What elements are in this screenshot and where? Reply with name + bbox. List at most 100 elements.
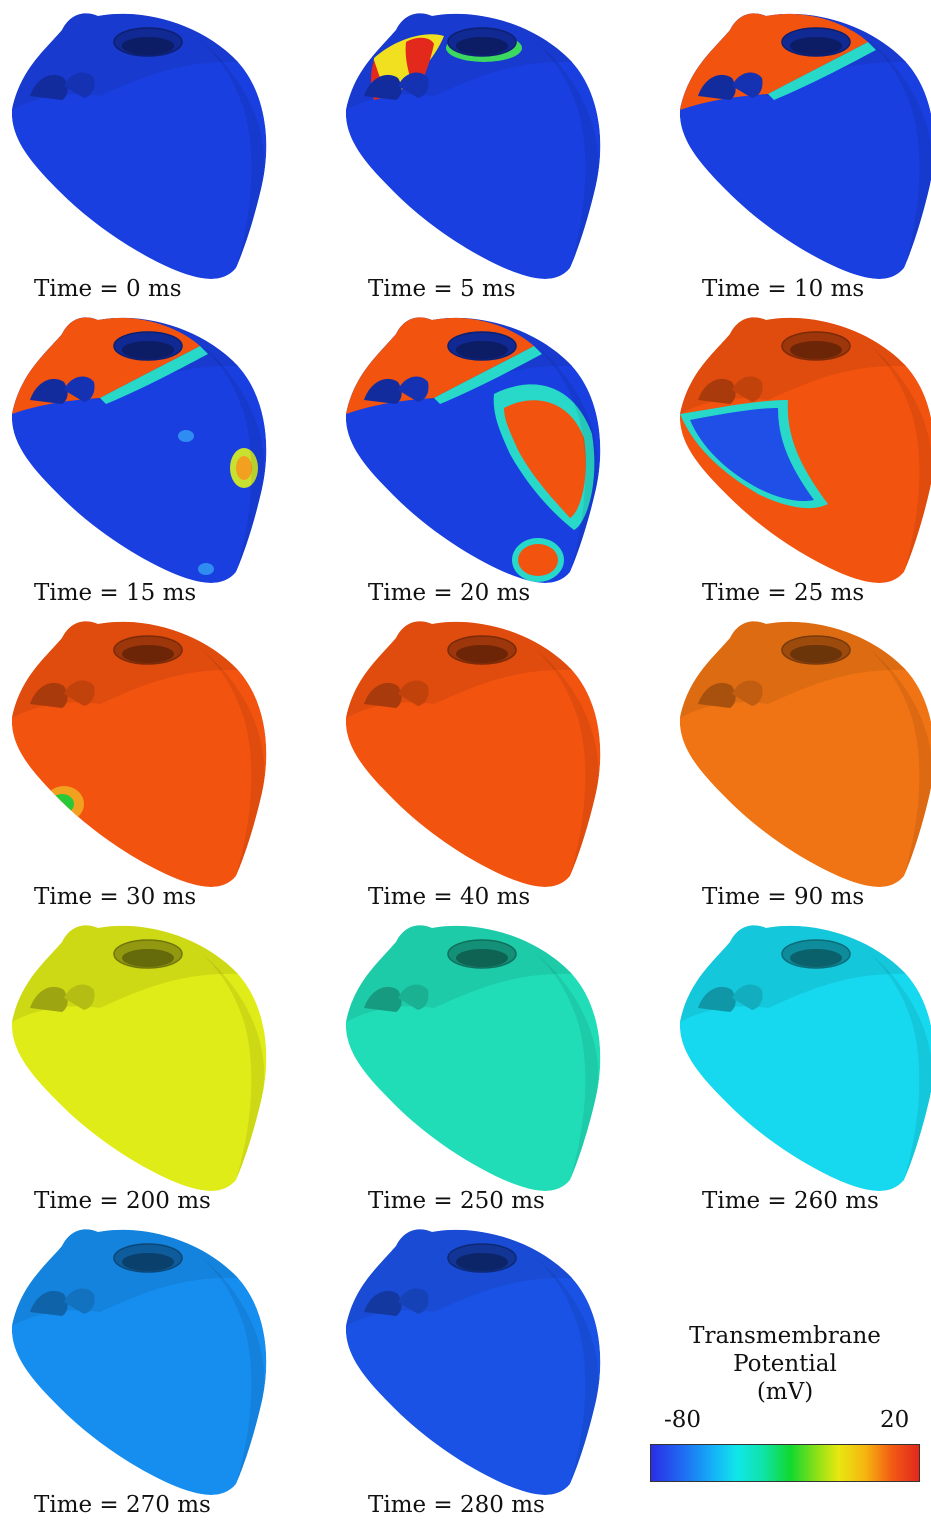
- wavefront-edge: [100, 346, 208, 404]
- colorbar-legend: Transmembrane Potential (mV) -80 20: [640, 1325, 930, 1495]
- wavefront-edge: [768, 42, 876, 100]
- time-caption: Time = 15 ms: [34, 580, 197, 606]
- colorbar-max-label: 20: [880, 1407, 910, 1433]
- shading: [534, 952, 599, 1180]
- center-vessel-stump: [64, 984, 95, 1010]
- time-caption: Time = 280 ms: [368, 1492, 545, 1518]
- left-vessel-stump: [30, 682, 68, 708]
- aortic-lumen: [790, 341, 842, 359]
- aortic-lumen: [456, 645, 508, 663]
- colorbar-title-line2: Potential: [733, 1351, 837, 1377]
- left-vessel-stump: [30, 378, 68, 404]
- center-vessel-stump: [64, 72, 95, 98]
- left-vessel-stump: [364, 986, 402, 1012]
- shading: [868, 952, 931, 1180]
- heart-panel-9: Time = 200 ms: [0, 912, 310, 1214]
- shading: [534, 40, 599, 268]
- left-vessel-stump: [364, 74, 402, 100]
- aortic-lumen: [122, 949, 174, 967]
- heart-panel-3: Time = 15 ms: [0, 304, 310, 606]
- shading: [534, 344, 599, 572]
- heart-render: [345, 925, 601, 1191]
- heart-render: [11, 925, 267, 1191]
- left-vessel-stump: [698, 682, 736, 708]
- heart-render: [679, 621, 931, 887]
- time-caption: Time = 25 ms: [702, 580, 865, 606]
- wavefront-front: [504, 400, 586, 518]
- aortic-lumen: [122, 37, 174, 55]
- heart-panel-0: Time = 0 ms: [0, 0, 310, 302]
- aortic-lumen: [456, 949, 508, 967]
- center-vessel-stump: [398, 984, 429, 1010]
- aortic-lumen: [790, 37, 842, 55]
- center-vessel-stump: [732, 72, 763, 98]
- aortic-lumen: [456, 1253, 508, 1271]
- aortic-lumen: [122, 1253, 174, 1271]
- center-vessel-stump: [732, 376, 763, 402]
- left-vessel-stump: [698, 74, 736, 100]
- shading: [200, 952, 265, 1180]
- time-caption: Time = 20 ms: [368, 580, 531, 606]
- left-vessel-stump: [364, 1290, 402, 1316]
- center-vessel-stump: [64, 680, 95, 706]
- shading: [868, 344, 931, 572]
- center-vessel-stump: [64, 1288, 95, 1314]
- apex-front: [518, 544, 558, 576]
- colorbar-min-label: -80: [664, 1407, 702, 1433]
- shading: [200, 648, 265, 876]
- aortic-lumen: [790, 949, 842, 967]
- time-caption: Time = 10 ms: [702, 276, 865, 302]
- left-vessel-stump: [698, 986, 736, 1012]
- heart-panel-11: Time = 260 ms: [668, 912, 931, 1214]
- colorbar-gradient: [650, 1444, 920, 1482]
- heart-panel-13: Time = 280 ms: [334, 1216, 644, 1518]
- wavefront-edge: [434, 346, 542, 404]
- apex-spot-core: [50, 794, 74, 814]
- heart-render: [345, 13, 601, 279]
- left-vessel-stump: [30, 986, 68, 1012]
- left-vessel-stump: [698, 378, 736, 404]
- center-vessel-stump: [398, 376, 429, 402]
- time-caption: Time = 40 ms: [368, 884, 531, 910]
- heart-panel-12: Time = 270 ms: [0, 1216, 310, 1518]
- left-vessel-stump: [30, 74, 68, 100]
- aortic-lumen: [790, 645, 842, 663]
- center-vessel-stump: [398, 680, 429, 706]
- shading: [534, 648, 599, 876]
- heart-panel-4: Time = 20 ms: [334, 304, 644, 606]
- heart-render: [345, 1229, 601, 1495]
- heart-panel-6: Time = 30 ms: [0, 608, 310, 910]
- shading: [868, 648, 931, 876]
- colorbar-title-line1: Transmembrane: [689, 1323, 881, 1349]
- time-caption: Time = 200 ms: [34, 1188, 211, 1214]
- time-caption: Time = 250 ms: [368, 1188, 545, 1214]
- aortic-lumen: [122, 645, 174, 663]
- aortic-lumen: [456, 341, 508, 359]
- heart-render: [11, 621, 267, 887]
- shading: [534, 1256, 599, 1484]
- left-vessel-stump: [30, 1290, 68, 1316]
- heart-panel-8: Time = 90 ms: [668, 608, 931, 909]
- apex-spot-small: [198, 563, 214, 575]
- septum-resting: [690, 408, 814, 502]
- shading: [200, 1256, 265, 1484]
- apex-spot-halo: [44, 786, 84, 822]
- time-caption: Time = 270 ms: [34, 1492, 211, 1518]
- shading: [200, 40, 265, 268]
- left-vessel-stump: [364, 378, 402, 404]
- time-caption: Time = 0 ms: [34, 276, 182, 302]
- center-vessel-stump: [732, 680, 763, 706]
- time-caption: Time = 260 ms: [702, 1188, 879, 1214]
- heart-panel-2: Time = 10 ms: [668, 0, 931, 302]
- lateral-spot-small: [178, 430, 194, 442]
- colorbar-title-line3: (mV): [756, 1379, 814, 1405]
- heart-render: [11, 13, 267, 279]
- lateral-spot-inner: [236, 456, 252, 480]
- heart-render: [345, 317, 601, 583]
- heart-render: [11, 317, 267, 583]
- aortic-lumen: [122, 341, 174, 359]
- shading: [200, 344, 265, 572]
- time-caption: Time = 30 ms: [34, 884, 197, 910]
- heart-render: [11, 1229, 267, 1495]
- heart-panel-1: Time = 5 ms: [334, 0, 644, 301]
